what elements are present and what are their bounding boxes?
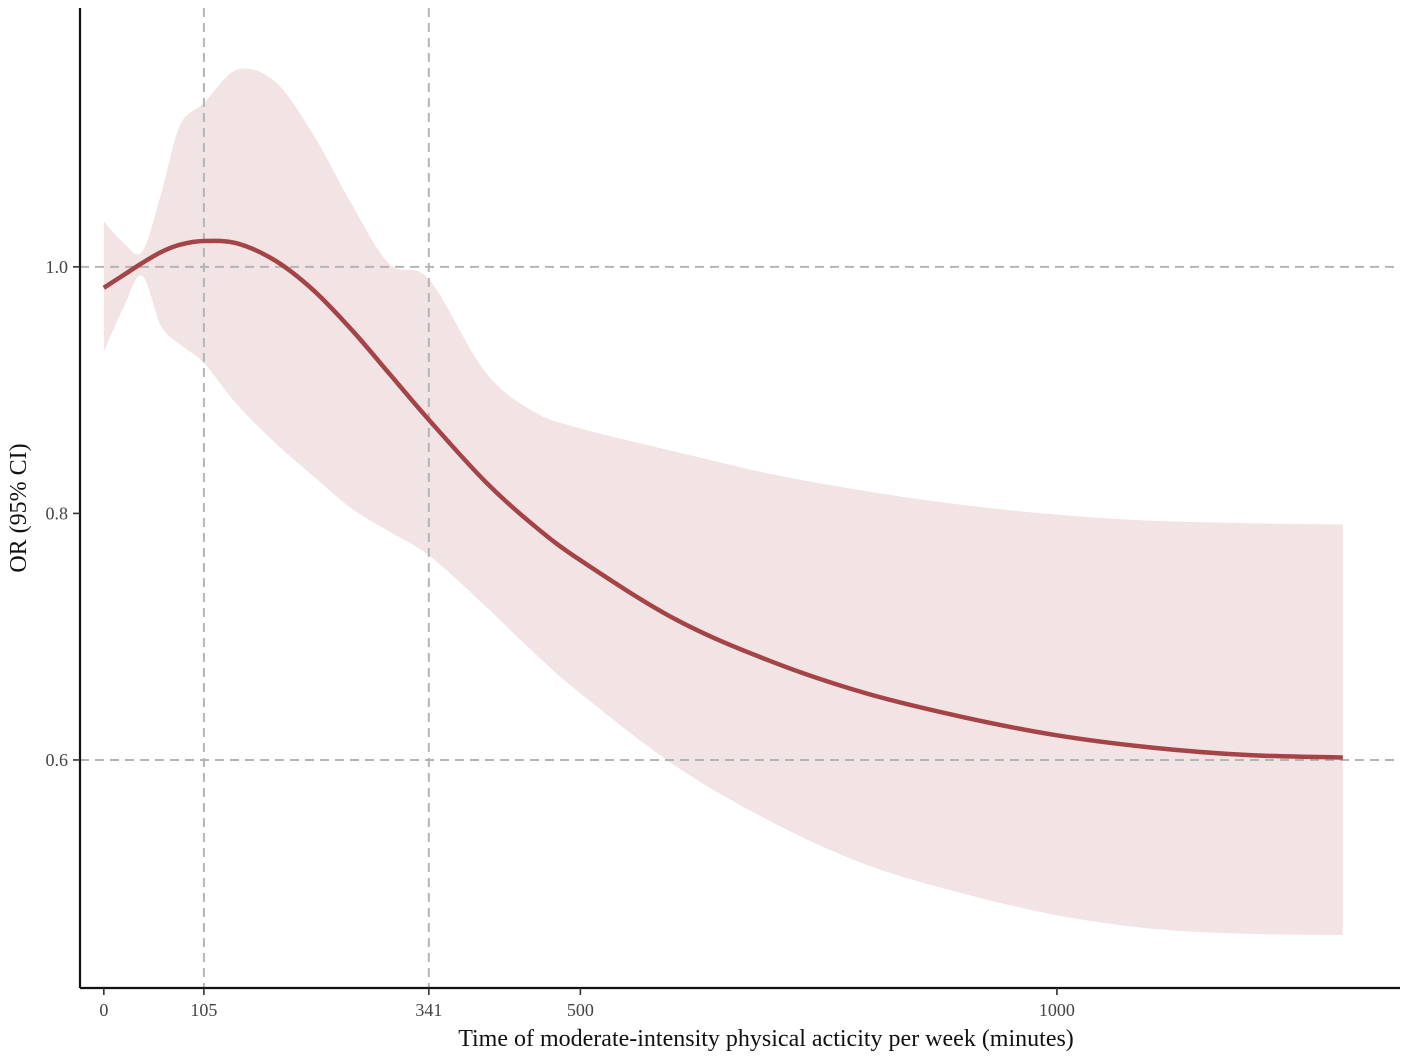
x-tick-label-1000: 1000 (1039, 1000, 1075, 1020)
series-line-0 (102, 238, 1343, 760)
y-tick-label-0.8: 0.8 (46, 503, 69, 523)
ci-band-0 (103, 68, 1343, 935)
y-tick-label-1: 1.0 (46, 257, 69, 277)
ci-band-layer (103, 68, 1343, 935)
reference-lines (80, 8, 1400, 988)
y-axis-title: OR (95% CI) (6, 443, 32, 572)
axes: 0 105 341 500 1000 0.6 0.8 1.0 (46, 8, 1400, 1020)
x-axis-title: Time of moderate-intensity physical acti… (458, 1026, 1074, 1052)
y-tick-label-0.6: 0.6 (46, 750, 69, 770)
x-tick-label-341: 341 (415, 1000, 442, 1020)
x-tick-label-105: 105 (190, 1000, 217, 1020)
x-tick-label-500: 500 (567, 1000, 594, 1020)
series-line-layer (102, 238, 1343, 760)
x-tick-label-0: 0 (99, 1000, 108, 1020)
